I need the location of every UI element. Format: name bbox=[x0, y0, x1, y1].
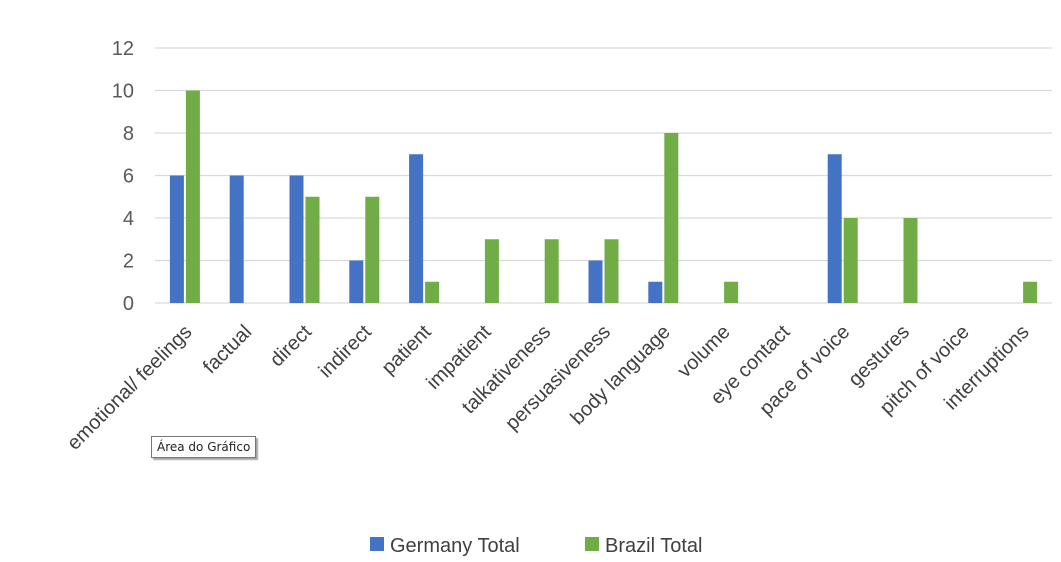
bar bbox=[349, 260, 364, 303]
bar bbox=[588, 260, 603, 303]
y-tick-label: 10 bbox=[112, 81, 134, 103]
bar bbox=[484, 239, 499, 303]
bar bbox=[425, 281, 440, 303]
bar bbox=[544, 239, 559, 303]
bar bbox=[289, 175, 304, 303]
legend: Germany Total Brazil Total bbox=[370, 535, 702, 557]
y-axis: 0 2 4 6 8 10 12 bbox=[112, 38, 134, 315]
legend-swatch bbox=[370, 537, 384, 551]
y-tick-label: 12 bbox=[112, 38, 134, 60]
bar bbox=[185, 90, 200, 303]
bar bbox=[724, 281, 739, 303]
bar bbox=[409, 154, 424, 303]
bar bbox=[1023, 281, 1038, 303]
legend-label: Germany Total bbox=[390, 535, 520, 557]
bar bbox=[229, 175, 244, 303]
bar bbox=[648, 281, 663, 303]
bar bbox=[903, 218, 918, 303]
legend-swatch bbox=[585, 537, 599, 551]
x-tick-label: direct bbox=[266, 321, 316, 371]
x-tick-label: emotional/ feelings bbox=[63, 321, 196, 454]
bar bbox=[604, 239, 619, 303]
bars bbox=[169, 90, 1038, 303]
bar bbox=[827, 154, 842, 303]
y-tick-label: 6 bbox=[123, 166, 134, 188]
y-tick-label: 4 bbox=[123, 208, 134, 230]
bar bbox=[305, 196, 320, 303]
x-tick-label: volume bbox=[673, 321, 734, 382]
x-tick-label: patient bbox=[378, 321, 436, 379]
y-tick-label: 8 bbox=[123, 123, 134, 145]
x-tick-label: persuasiveness bbox=[501, 321, 615, 435]
y-tick-label: 2 bbox=[123, 251, 134, 273]
x-axis: emotional/ feelings factual directindirect… bbox=[63, 321, 1034, 455]
bar bbox=[365, 196, 380, 303]
chart-area-tooltip: Área do Gráfico bbox=[151, 436, 257, 458]
legend-label: Brazil Total bbox=[605, 535, 702, 557]
bar bbox=[843, 218, 858, 303]
bar bbox=[169, 175, 184, 303]
x-tick-label: factual bbox=[199, 321, 256, 378]
gridlines bbox=[155, 47, 1052, 304]
y-tick-label: 0 bbox=[123, 293, 134, 315]
bar bbox=[664, 133, 679, 303]
x-tick-label: indirect bbox=[315, 321, 376, 382]
